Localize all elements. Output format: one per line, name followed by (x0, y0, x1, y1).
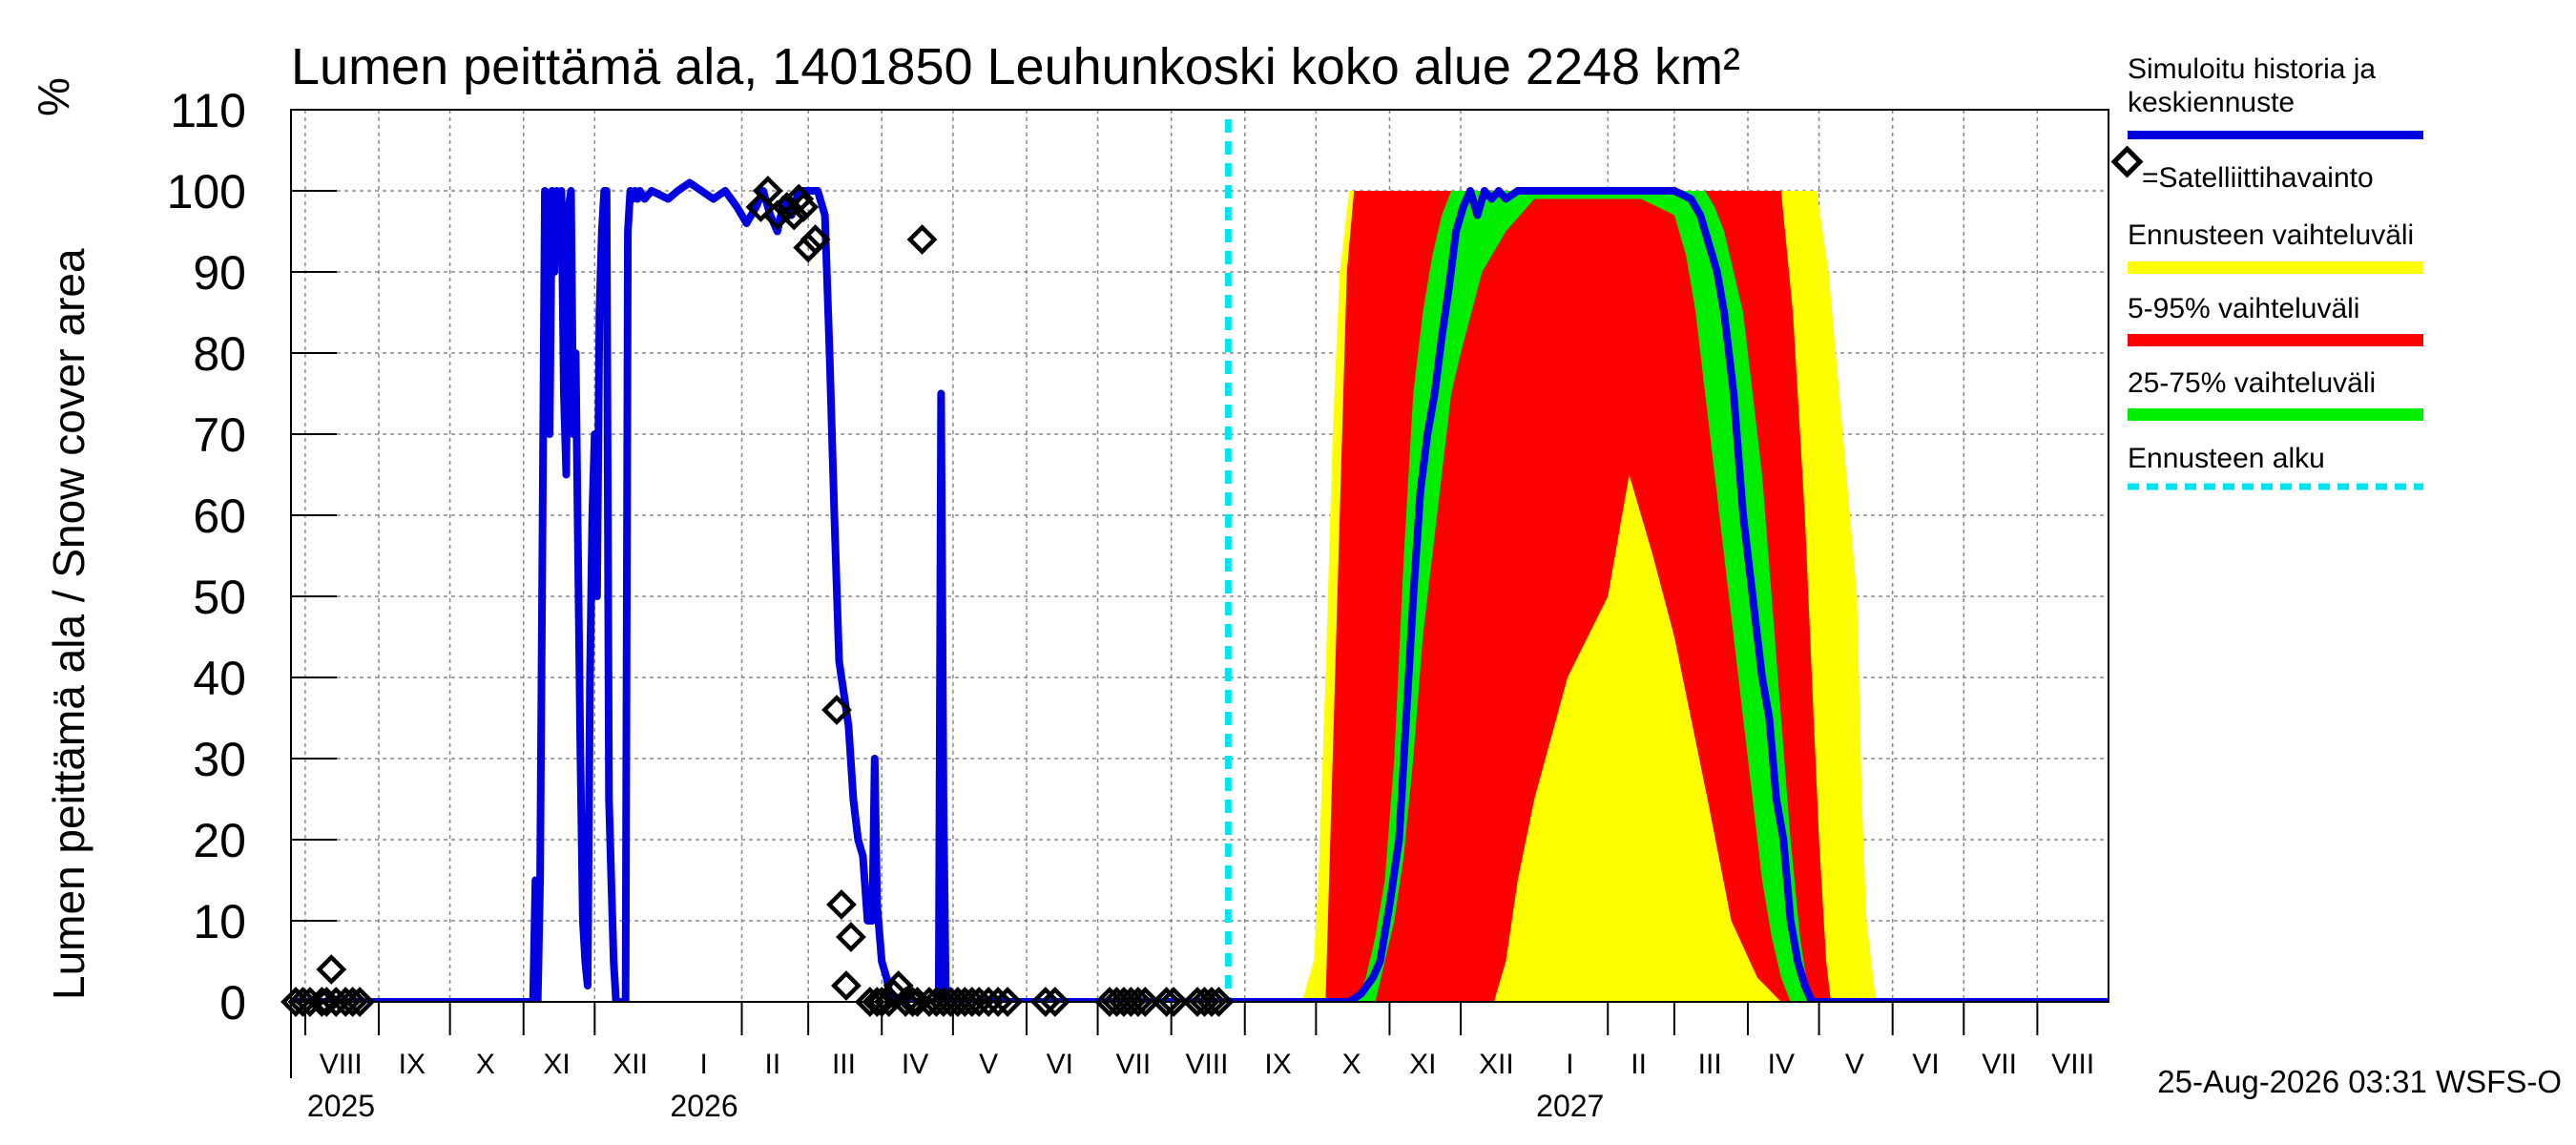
month-label: I (700, 1049, 708, 1080)
satellite-point (821, 695, 852, 725)
month-label: VII (1116, 1049, 1152, 1080)
month-label: XII (1479, 1049, 1514, 1080)
month-label: XII (613, 1049, 648, 1080)
y-tick-label: 30 (193, 733, 246, 786)
legend-sim-label-line1: Simuloitu historia ja (2128, 53, 2376, 85)
month-label: XI (1409, 1049, 1436, 1080)
legend-range-label: Ennusteen vaihteluväli (2128, 219, 2414, 251)
satellite-observations (280, 176, 1235, 1017)
x-year-labels: 2025 2026 2027 (307, 1089, 1604, 1123)
legend: Simuloitu historia ja keskiennuste =Sate… (2110, 53, 2423, 490)
plot-frame (290, 109, 2109, 1003)
legend-sim-label-line2: keskiennuste (2128, 87, 2295, 118)
satellite-point (897, 987, 928, 1017)
year-label: 2027 (1536, 1089, 1604, 1123)
legend-start-label: Ennusteen alku (2128, 443, 2325, 474)
satellite-point (956, 987, 987, 1017)
month-label: IV (902, 1049, 928, 1080)
month-label: V (979, 1049, 998, 1080)
satellite-point (1203, 987, 1235, 1017)
satellite-point (344, 987, 376, 1017)
satellite-point (1130, 987, 1161, 1017)
month-label: IX (1264, 1049, 1291, 1080)
satellite-point (761, 199, 793, 231)
month-label: VIII (320, 1049, 363, 1080)
legend-p25-75-swatch (2128, 408, 2423, 421)
legend-sat-label: =Satelliittihavainto (2142, 162, 2374, 194)
month-label: X (476, 1049, 495, 1080)
satellite-point (752, 176, 783, 206)
satellite-point (906, 224, 938, 255)
satellite-point (992, 987, 1023, 1017)
satellite-point (1158, 987, 1190, 1017)
satellite-point (1039, 987, 1070, 1017)
month-label: VIII (2051, 1049, 2094, 1080)
y-tick-label: 100 (167, 165, 246, 219)
month-label: IX (399, 1049, 426, 1080)
y-tick-label: 50 (193, 571, 246, 624)
y-tick-label: 90 (193, 246, 246, 300)
y-tick-label: 110 (170, 84, 246, 137)
month-label: II (765, 1049, 781, 1080)
y-tick-label: 40 (193, 652, 246, 705)
satellite-point (866, 987, 898, 1017)
month-label: III (832, 1049, 856, 1080)
axes (290, 109, 2109, 1078)
satellite-point (836, 922, 866, 952)
month-label: VIII (1185, 1049, 1228, 1080)
month-label: I (1566, 1049, 1573, 1080)
band-5-95-vaihteluv-li (1325, 191, 1831, 1002)
y-axis-label: Lumen peittämä ala / Snow cover area (44, 248, 93, 1000)
chart-title: Lumen peittämä ala, 1401850 Leuhunkoski … (291, 38, 1740, 95)
legend-p25-75-label: 25-75% vaihteluväli (2128, 367, 2376, 399)
satellite-point (788, 192, 820, 222)
simulated-series (291, 178, 2109, 1002)
legend-p5-95-swatch (2128, 334, 2423, 346)
satellite-point (1122, 987, 1153, 1017)
satellite-point (826, 889, 857, 920)
year-label: 2026 (670, 1089, 737, 1123)
y-tick-label: 80 (193, 327, 246, 381)
year-label: 2025 (307, 1089, 375, 1123)
x-month-labels: VIII IX X XI XII I II III IV V VI VII VIII IX X XI XII I I… (320, 1049, 2094, 1080)
month-label: VI (1047, 1049, 1073, 1080)
satellite-point (287, 987, 319, 1017)
footer-timestamp: 25-Aug-2026 03:31 WSFS-O (2157, 1064, 2562, 1099)
y-tick-label: 60 (193, 489, 246, 543)
month-label: III (1698, 1049, 1722, 1080)
legend-p5-95-label: 5-95% vaihteluväli (2128, 293, 2359, 324)
sim-line (291, 178, 2109, 1002)
y-tick-label: 0 (219, 976, 246, 1030)
y-tick-label: 70 (193, 408, 246, 462)
y-tick-label: 10 (193, 895, 246, 948)
legend-sat-marker (2110, 145, 2144, 178)
month-label: V (1845, 1049, 1864, 1080)
satellite-point (771, 192, 802, 222)
satellite-point (316, 954, 347, 985)
legend-range-swatch (2128, 261, 2423, 274)
satellite-point (800, 224, 831, 255)
y-tick-label: 20 (193, 814, 246, 867)
y-tick-labels: 0 10 20 30 40 50 60 70 80 90 100 110 (167, 84, 246, 1030)
satellite-point (831, 970, 862, 1001)
month-label: IV (1768, 1049, 1795, 1080)
month-label: X (1342, 1049, 1361, 1080)
legend-sim-swatch (2128, 131, 2423, 139)
satellite-point (337, 987, 368, 1017)
month-label: XI (543, 1049, 570, 1080)
month-label: II (1631, 1049, 1647, 1080)
satellite-point (1151, 987, 1182, 1017)
month-label: VI (1912, 1049, 1939, 1080)
y-axis-unit: % (29, 77, 78, 116)
satellite-point (793, 232, 824, 263)
satellite-point (1196, 987, 1227, 1017)
month-label: VII (1982, 1049, 2017, 1080)
